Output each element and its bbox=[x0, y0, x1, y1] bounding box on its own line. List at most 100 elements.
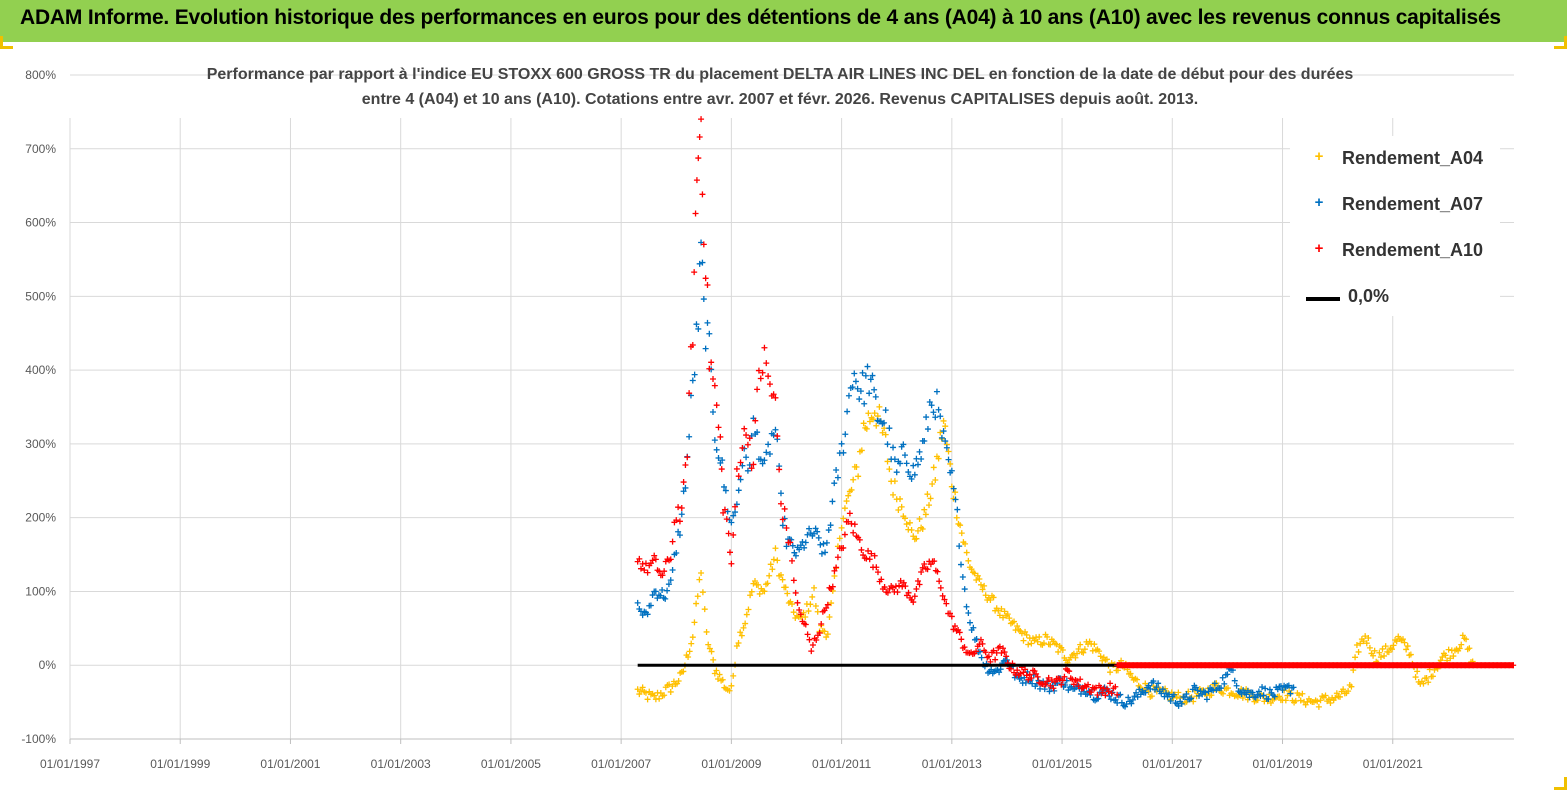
data-point bbox=[905, 469, 912, 476]
data-point bbox=[647, 602, 654, 609]
data-point bbox=[1183, 690, 1190, 697]
data-point bbox=[1077, 676, 1084, 683]
data-point bbox=[1315, 703, 1322, 710]
data-point bbox=[1094, 691, 1101, 698]
data-point bbox=[1420, 680, 1427, 687]
data-point bbox=[755, 367, 762, 374]
data-point bbox=[1429, 673, 1436, 680]
data-point bbox=[963, 549, 970, 556]
data-point bbox=[1091, 641, 1098, 648]
data-point bbox=[823, 604, 830, 611]
data-point bbox=[641, 567, 648, 574]
data-point bbox=[834, 474, 841, 481]
data-point bbox=[1218, 685, 1225, 692]
data-point bbox=[1360, 638, 1367, 645]
data-point bbox=[1363, 640, 1370, 647]
data-point bbox=[766, 451, 773, 458]
data-point bbox=[871, 410, 878, 417]
data-point bbox=[866, 390, 873, 397]
data-point bbox=[1221, 680, 1228, 687]
data-point bbox=[937, 584, 944, 591]
data-point bbox=[695, 325, 702, 332]
data-point bbox=[1081, 646, 1088, 653]
data-point bbox=[1322, 692, 1329, 699]
data-point bbox=[855, 473, 862, 480]
data-point bbox=[656, 695, 663, 702]
data-point bbox=[1332, 694, 1339, 701]
data-point bbox=[961, 644, 968, 651]
data-point bbox=[1017, 670, 1024, 677]
data-point bbox=[901, 452, 908, 459]
y-tick-label: 300% bbox=[25, 437, 56, 451]
data-point bbox=[759, 460, 766, 467]
data-point bbox=[696, 260, 703, 267]
data-point bbox=[1233, 682, 1240, 689]
data-point bbox=[1220, 690, 1226, 697]
data-point bbox=[743, 432, 750, 439]
data-point bbox=[1001, 649, 1008, 656]
data-point bbox=[772, 426, 779, 433]
data-point bbox=[1147, 686, 1154, 693]
data-point bbox=[691, 371, 698, 378]
data-point bbox=[913, 535, 920, 542]
data-point bbox=[1381, 652, 1388, 659]
data-point bbox=[657, 592, 664, 599]
data-point bbox=[1075, 645, 1082, 652]
data-point bbox=[661, 568, 668, 575]
data-point bbox=[777, 571, 784, 578]
data-point bbox=[933, 388, 940, 395]
data-point bbox=[951, 623, 958, 630]
data-point bbox=[1153, 684, 1160, 691]
data-point bbox=[876, 403, 883, 410]
data-point bbox=[1314, 698, 1321, 705]
data-point bbox=[652, 588, 659, 595]
data-point bbox=[814, 528, 821, 535]
data-point bbox=[1000, 645, 1007, 652]
data-point bbox=[1231, 677, 1238, 684]
data-point bbox=[861, 400, 868, 407]
data-point bbox=[710, 656, 717, 663]
data-point bbox=[767, 561, 774, 568]
data-point bbox=[730, 531, 737, 538]
data-point bbox=[732, 509, 739, 516]
data-point bbox=[858, 447, 865, 454]
data-point bbox=[708, 359, 715, 366]
data-point bbox=[706, 330, 713, 337]
data-point bbox=[1096, 648, 1103, 655]
data-point bbox=[733, 465, 740, 472]
data-point bbox=[703, 628, 710, 635]
data-point bbox=[740, 624, 747, 631]
data-point bbox=[667, 688, 674, 695]
data-point bbox=[846, 510, 853, 517]
data-point bbox=[1006, 615, 1013, 622]
data-point bbox=[905, 589, 912, 596]
data-point bbox=[1456, 645, 1463, 652]
data-point bbox=[675, 504, 682, 511]
data-point bbox=[889, 584, 896, 591]
x-tick-label: 01/01/2003 bbox=[371, 757, 431, 771]
data-point bbox=[1031, 637, 1038, 644]
y-tick-label: 200% bbox=[25, 511, 56, 525]
data-point bbox=[910, 533, 917, 540]
data-point bbox=[1296, 692, 1303, 699]
data-point bbox=[804, 531, 811, 538]
data-point bbox=[776, 466, 783, 473]
data-point bbox=[957, 522, 964, 529]
data-point bbox=[735, 639, 742, 646]
x-tick-label: 01/01/2011 bbox=[812, 757, 871, 771]
data-point bbox=[1108, 690, 1115, 697]
data-point bbox=[844, 408, 851, 415]
data-point bbox=[1074, 650, 1081, 657]
data-point bbox=[1112, 683, 1119, 690]
data-point bbox=[782, 584, 789, 591]
data-point bbox=[954, 506, 961, 513]
data-point bbox=[1136, 686, 1143, 693]
data-point bbox=[1011, 618, 1018, 625]
data-point bbox=[743, 611, 750, 618]
data-point bbox=[924, 566, 931, 573]
data-point bbox=[851, 370, 858, 377]
data-point bbox=[913, 585, 920, 592]
data-point bbox=[689, 341, 696, 348]
data-point bbox=[769, 566, 776, 573]
